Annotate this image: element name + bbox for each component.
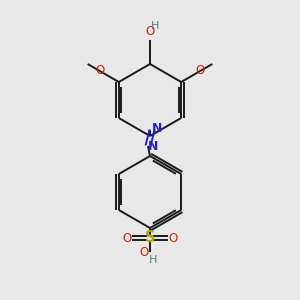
Text: S: S [145, 230, 155, 245]
Text: H: H [149, 255, 157, 265]
Text: O: O [196, 64, 205, 76]
Text: H: H [151, 21, 159, 31]
Text: O: O [168, 232, 178, 244]
Text: O: O [140, 247, 148, 260]
Text: O: O [95, 64, 104, 76]
Text: N: N [152, 122, 162, 136]
Text: O: O [146, 25, 154, 38]
Text: N: N [148, 140, 158, 154]
Text: O: O [122, 232, 132, 244]
